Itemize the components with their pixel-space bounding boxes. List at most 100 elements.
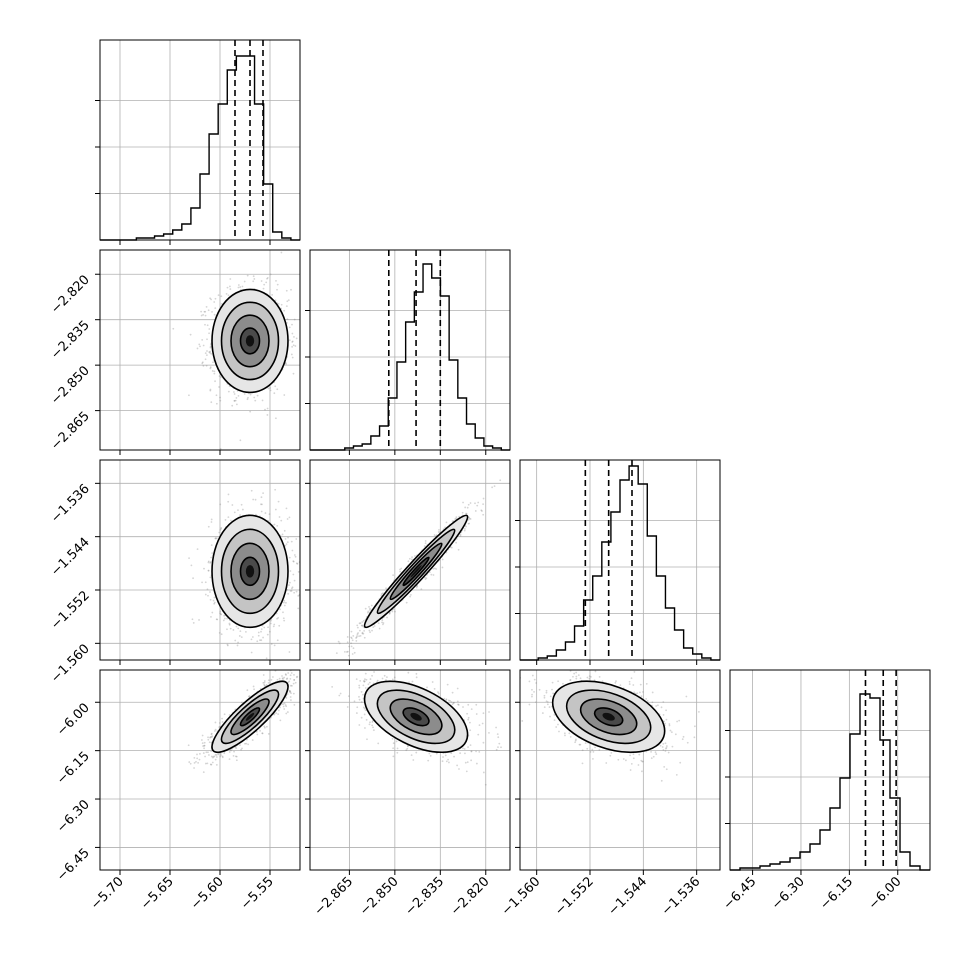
sample-point	[227, 493, 230, 496]
sample-point	[435, 568, 438, 570]
sample-point	[356, 635, 359, 637]
sample-point	[274, 508, 277, 511]
sample-point	[464, 527, 466, 530]
sample-point	[252, 275, 255, 278]
sample-point	[361, 632, 364, 635]
sample-point	[482, 513, 485, 516]
hist-grid-1	[310, 250, 510, 450]
sample-point	[263, 681, 266, 684]
contour-line	[230, 314, 270, 368]
sample-point	[289, 581, 291, 584]
sample-point	[274, 417, 277, 420]
sample-point	[267, 679, 270, 682]
sample-point	[209, 561, 212, 563]
sample-point	[226, 628, 228, 631]
sample-point	[199, 752, 201, 755]
contour-line	[211, 514, 289, 629]
sample-point	[292, 372, 295, 375]
sample-point	[283, 394, 286, 396]
sample-point	[361, 624, 364, 627]
sample-point	[204, 358, 207, 361]
sample-point	[293, 336, 295, 338]
sample-point	[424, 542, 427, 545]
sample-point	[233, 750, 235, 753]
scatter-panel-1-2	[335, 479, 502, 657]
sample-point	[246, 274, 249, 277]
contour-line	[239, 327, 261, 355]
sample-point	[228, 623, 231, 626]
sample-point	[284, 544, 287, 547]
sample-point	[199, 345, 201, 348]
sample-point	[407, 560, 410, 563]
sample-point	[285, 289, 288, 292]
sample-point	[294, 555, 297, 558]
sample-point	[295, 562, 298, 565]
sample-point	[224, 519, 227, 521]
sample-point	[203, 310, 206, 313]
sample-point	[207, 569, 210, 572]
sample-point	[270, 643, 273, 645]
sample-point	[474, 510, 477, 512]
sample-point	[286, 300, 289, 303]
sample-point	[372, 626, 375, 629]
sample-point	[207, 561, 210, 564]
sample-point	[291, 356, 294, 359]
sample-point	[279, 608, 281, 611]
sample-point	[343, 651, 346, 653]
sample-point	[276, 639, 279, 642]
sample-point	[198, 758, 201, 761]
sample-point	[351, 653, 354, 655]
sample-point	[350, 637, 353, 640]
sample-point	[256, 640, 259, 643]
sample-point	[260, 496, 263, 499]
sample-point	[280, 251, 283, 254]
sample-point	[231, 404, 234, 407]
sample-point	[464, 506, 467, 509]
sample-point	[237, 284, 240, 286]
sample-point	[209, 346, 212, 349]
sample-point	[482, 503, 485, 506]
sample-point	[280, 519, 283, 522]
sample-point	[190, 564, 193, 567]
sample-point	[469, 518, 472, 520]
sample-point	[382, 622, 385, 624]
sample-point	[261, 503, 263, 506]
panel-grid-1-2	[310, 460, 510, 660]
sample-point	[234, 639, 237, 642]
histogram-frame-3	[729, 669, 931, 871]
sample-point	[249, 410, 252, 413]
sample-point	[193, 767, 195, 769]
sample-point	[218, 386, 220, 388]
panel-ticks-1-2	[305, 482, 487, 665]
sample-point	[212, 361, 214, 364]
sample-point	[228, 751, 231, 753]
sample-point	[211, 735, 214, 738]
sample-point	[220, 295, 223, 298]
sample-point	[218, 531, 221, 534]
sample-point	[232, 754, 235, 757]
hist-grid-2	[520, 460, 720, 660]
histogram-frame-2	[519, 459, 721, 661]
sample-point	[291, 549, 294, 552]
sample-point	[198, 619, 200, 621]
sample-point	[204, 581, 207, 584]
sample-point	[209, 576, 212, 579]
sample-point	[207, 525, 210, 528]
sample-point	[288, 516, 291, 519]
histogram-frame-0	[99, 39, 301, 241]
sample-point	[210, 750, 213, 752]
sample-point	[263, 680, 266, 682]
sample-point	[210, 352, 213, 355]
sample-point	[201, 338, 204, 341]
sample-point	[289, 691, 291, 694]
sample-point	[411, 556, 413, 559]
sample-point	[193, 761, 196, 764]
sample-point	[284, 704, 287, 706]
sample-point	[297, 570, 300, 573]
sample-point	[359, 634, 362, 637]
sample-point	[204, 314, 207, 317]
sample-point	[476, 504, 479, 507]
sample-point	[350, 645, 353, 648]
sample-point	[386, 616, 388, 619]
sample-point	[259, 639, 261, 642]
